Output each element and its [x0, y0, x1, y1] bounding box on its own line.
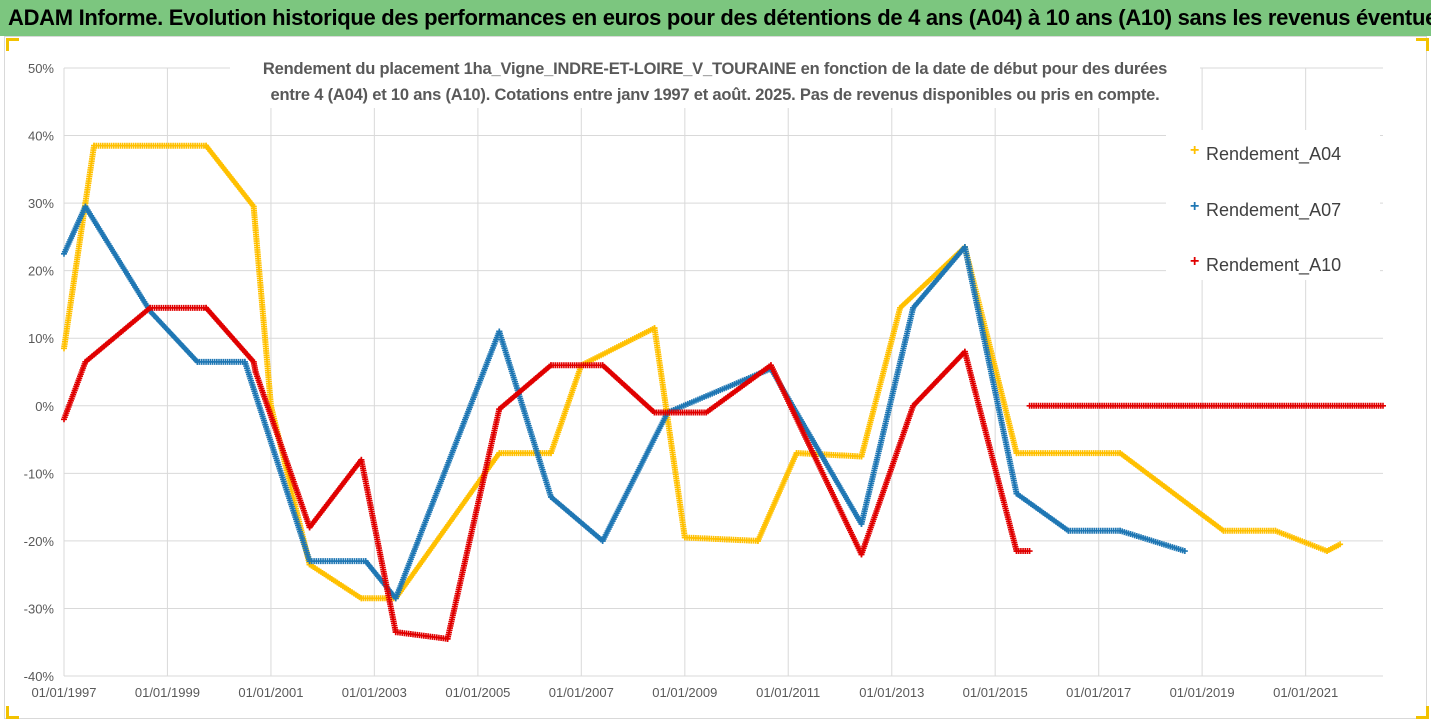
chart-frame — [4, 36, 1427, 719]
y-tick-label: 0% — [35, 399, 54, 414]
chart-subtitle: Rendement du placement 1ha_Vigne_INDRE-E… — [230, 56, 1200, 108]
x-tick-label: 01/01/2019 — [1170, 685, 1235, 700]
series-rendement_a10 — [61, 304, 1033, 642]
x-tick-label: 01/01/2001 — [238, 685, 303, 700]
x-tick-label: 01/01/2005 — [445, 685, 510, 700]
legend-marker: + — [1190, 253, 1200, 270]
series-rendement_a07 — [61, 203, 1188, 602]
x-tick-label: 01/01/2011 — [756, 685, 820, 700]
data-point — [1181, 548, 1188, 555]
frame-corner — [1416, 38, 1429, 51]
y-tick-label: -30% — [24, 601, 55, 616]
y-tick-label: 40% — [28, 129, 54, 144]
legend-item-a10: + Rendement_A10 — [1190, 253, 1342, 276]
x-tick-label: 01/01/1997 — [31, 685, 96, 700]
y-tick-label: -20% — [24, 534, 55, 549]
x-tick-label: 01/01/2007 — [549, 685, 614, 700]
x-tick-label: 01/01/2017 — [1066, 685, 1131, 700]
data-point — [1337, 541, 1344, 548]
frame-corner — [6, 38, 19, 51]
y-tick-label: 50% — [28, 61, 54, 76]
series-rendement_a04 — [61, 142, 1344, 602]
series-rendement_a10 — [1026, 402, 1386, 409]
chart-legend: + Rendement_A04 + Rendement_A07 + Rendem… — [1166, 130, 1380, 280]
frame-corner — [6, 706, 19, 719]
y-axis-ticks: 50% 40% 30% 20% 10% 0% -10% -20% -30% -40% — [24, 61, 55, 684]
chart-series — [61, 142, 1386, 642]
data-point — [1026, 548, 1033, 555]
x-tick-label: 01/01/2013 — [859, 685, 924, 700]
legend-item-a04: + Rendement_A04 — [1190, 142, 1342, 165]
x-tick-label: 01/01/2009 — [652, 685, 717, 700]
x-tick-label: 01/01/2003 — [342, 685, 407, 700]
legend-label: Rendement_A10 — [1206, 255, 1342, 275]
legend-item-a07: + Rendement_A07 — [1190, 198, 1342, 221]
y-tick-label: 20% — [28, 264, 54, 279]
y-tick-label: -10% — [24, 466, 55, 481]
legend-marker: + — [1190, 198, 1200, 215]
x-axis-ticks: 01/01/1997 01/01/1999 01/01/2001 01/01/2003… — [31, 685, 1338, 700]
legend-label: Rendement_A07 — [1206, 200, 1342, 220]
y-tick-label: 10% — [28, 331, 54, 346]
x-tick-label: 01/01/2015 — [963, 685, 1028, 700]
frame-corner — [1416, 706, 1429, 719]
chart-subtitle-line1: Rendement du placement 1ha_Vigne_INDRE-E… — [262, 60, 1168, 78]
report-title: ADAM Informe. Evolution historique des p… — [0, 0, 1431, 36]
data-point — [1380, 402, 1386, 409]
legend-label: Rendement_A04 — [1206, 144, 1342, 164]
legend-marker: + — [1190, 142, 1200, 159]
y-tick-label: 30% — [28, 196, 54, 211]
y-tick-label: -40% — [24, 669, 55, 684]
x-tick-label: 01/01/2021 — [1273, 685, 1338, 700]
x-tick-label: 01/01/1999 — [135, 685, 200, 700]
chart-subtitle-line2: entre 4 (A04) et 10 ans (A10). Cotations… — [270, 86, 1160, 104]
